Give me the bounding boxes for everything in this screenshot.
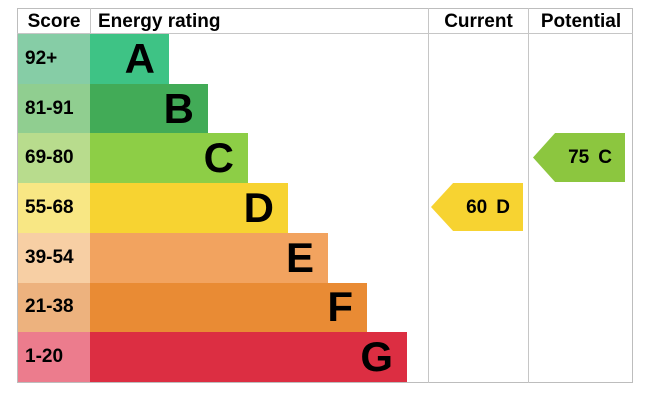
band-row-c: 69-80 C [18, 133, 430, 184]
band-grade-letter: G [360, 333, 393, 381]
band-score-range: 1-20 [18, 332, 90, 383]
current-rating-grade: D [496, 196, 510, 218]
header-separator [17, 33, 633, 34]
band-score-range: 39-54 [18, 232, 90, 283]
band-score-range: 92+ [18, 34, 90, 84]
band-score-range: 69-80 [18, 133, 90, 184]
potential-rating-arrow: 75 C [533, 133, 625, 182]
band-grade-letter: A [124, 34, 155, 82]
band-row-a: 92+ A [18, 34, 430, 84]
band-grade-letter: B [163, 84, 194, 132]
band-bar-f: F [90, 282, 367, 333]
band-row-b: 81-91 B [18, 83, 430, 134]
potential-rating-grade: C [598, 147, 612, 168]
band-row-e: 39-54 E [18, 232, 430, 283]
score-column-divider [90, 8, 91, 34]
band-grade-letter: C [203, 134, 234, 182]
band-grade-letter: F [327, 283, 353, 331]
rating-bands: 92+ A 81-91 B 69-80 C 55-68 D 39-54 [18, 34, 430, 383]
band-row-f: 21-38 F [18, 282, 430, 333]
current-header: Current [444, 10, 513, 32]
band-score-range: 55-68 [18, 183, 90, 233]
band-bar-g: G [90, 332, 407, 383]
potential-rating-value: 75 [568, 147, 590, 168]
band-bar-d: D [90, 183, 288, 233]
energy-rating-header: Energy rating [98, 10, 221, 32]
band-bar-b: B [90, 83, 208, 134]
band-row-g: 1-20 G [18, 332, 430, 383]
current-rating-arrow: 60 D [431, 183, 523, 231]
current-column-divider [428, 8, 429, 383]
band-grade-letter: E [285, 233, 314, 281]
potential-header: Potential [540, 10, 622, 32]
band-bar-e: E [90, 232, 328, 283]
band-grade-letter: D [243, 184, 274, 232]
band-row-d: 55-68 D [18, 183, 430, 233]
band-score-range: 21-38 [18, 282, 90, 333]
band-bar-a: A [90, 34, 169, 84]
band-bar-c: C [90, 133, 248, 184]
band-score-range: 81-91 [18, 83, 90, 134]
current-rating-value: 60 [466, 196, 488, 218]
potential-column-divider [528, 8, 529, 383]
score-header: Score [27, 10, 81, 32]
